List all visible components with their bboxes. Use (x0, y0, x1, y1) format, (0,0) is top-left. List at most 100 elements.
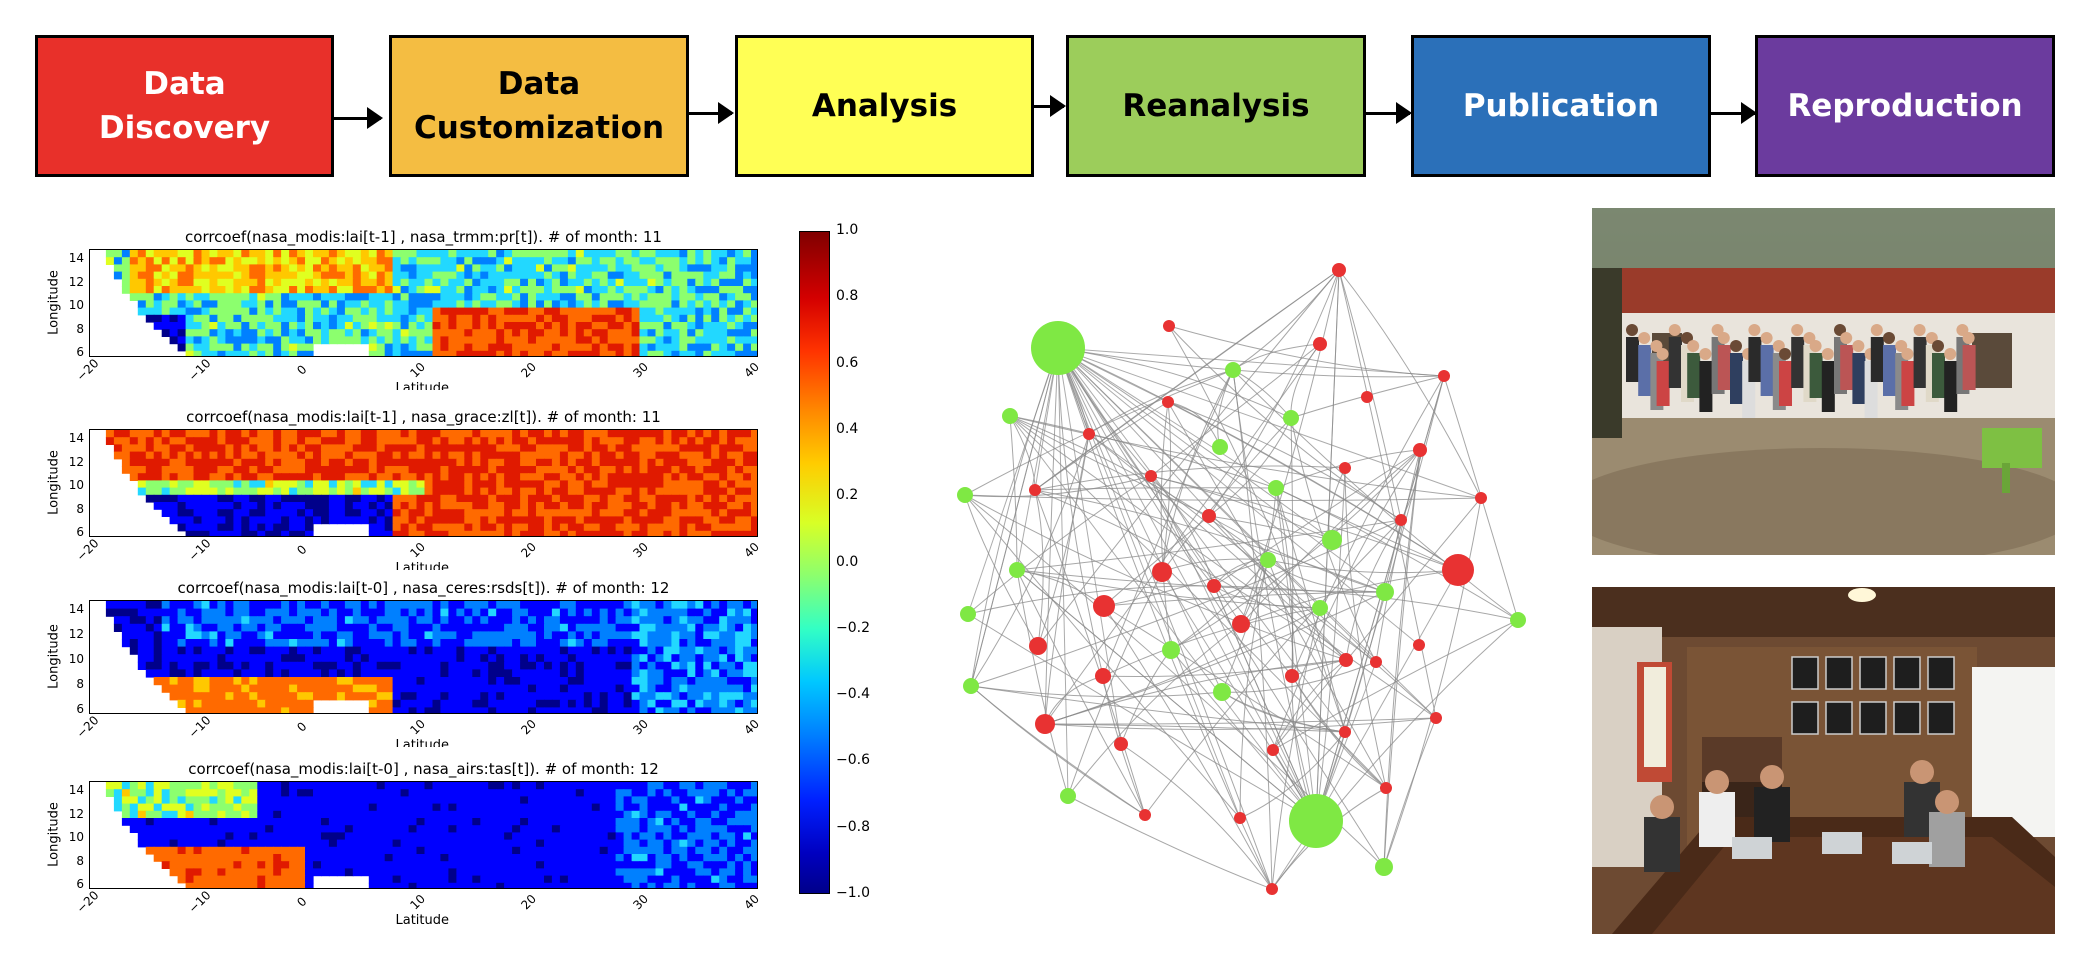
user-node (1313, 337, 1327, 351)
y-axis-label: Longitude (46, 450, 62, 515)
service-node (1213, 683, 1231, 701)
y-tick-label: 8 (76, 501, 84, 516)
x-tick-label: 40 (741, 359, 762, 381)
colorbar-tick-label: −0.6 (836, 752, 870, 769)
service-node (1510, 612, 1526, 628)
y-tick-label: 6 (76, 877, 84, 891)
x-tick-label: 0 (294, 542, 310, 558)
map-heatmap (89, 429, 758, 537)
user-node (1438, 370, 1450, 382)
user-node (1095, 668, 1111, 684)
arrow-icon (334, 107, 383, 129)
user-node (1413, 639, 1425, 651)
map-title: corrcoef(nasa_modis:lai[t-0] , nasa_airs… (188, 760, 659, 778)
x-tick-label: 0 (294, 362, 310, 378)
x-tick-label: −10 (185, 888, 214, 916)
user-node (1361, 391, 1373, 403)
user-node (1339, 726, 1351, 738)
meeting-room-photo (1592, 587, 2055, 934)
y-tick-label: 12 (68, 627, 84, 641)
y-tick-label: 10 (68, 652, 84, 666)
y-axis-label: Longitude (46, 624, 62, 689)
x-axis-label: Latitude (395, 913, 450, 928)
stage-label: Reproduction (1787, 88, 2023, 124)
map-heatmap (89, 781, 758, 889)
colorbar-tick-label: −0.4 (836, 686, 870, 703)
stage-analysis: Analysis (735, 35, 1034, 177)
x-tick-label: −10 (185, 536, 214, 564)
user-node (1093, 595, 1115, 617)
x-axis-label: Latitude (395, 381, 450, 390)
service-node (1312, 600, 1328, 616)
arrow-icon (1034, 95, 1066, 117)
map-heatmap (89, 600, 758, 714)
colorbar-tick-label: 0.0 (836, 553, 859, 570)
user-node (1413, 443, 1427, 457)
x-axis-label: Latitude (395, 738, 450, 747)
stage-publication: Publication (1411, 35, 1711, 177)
user-node (1285, 669, 1299, 683)
user-node (1370, 656, 1382, 668)
service-node (1376, 583, 1394, 601)
colorbar-tick-label: −0.2 (836, 619, 870, 636)
x-tick-label: 30 (629, 716, 651, 738)
x-tick-label: 0 (294, 894, 310, 910)
map-title: corrcoef(nasa_modis:lai[t-0] , nasa_cere… (177, 579, 670, 597)
y-tick-label: 12 (68, 274, 84, 289)
service-node (1009, 562, 1025, 578)
group-photo (1592, 208, 2055, 555)
x-tick-label: 30 (629, 539, 651, 561)
user-node (1267, 744, 1279, 756)
y-tick-label: 8 (76, 677, 84, 691)
y-tick-label: 10 (68, 830, 84, 844)
service-node (960, 606, 976, 622)
service-node (1322, 530, 1342, 550)
x-tick-label: 10 (406, 539, 428, 561)
colorbar-gradient (799, 231, 830, 894)
colorbar-tick-label: 1.0 (836, 222, 859, 238)
x-tick-label: 30 (629, 359, 651, 381)
service-node (1283, 410, 1299, 426)
user-node (1442, 554, 1474, 586)
service-node (1031, 321, 1085, 375)
x-tick-label: 40 (741, 891, 762, 913)
y-tick-label: 12 (68, 454, 84, 469)
arrow-icon (1366, 102, 1412, 124)
colorbar-tick-label: 0.2 (836, 487, 859, 504)
user-node (1152, 562, 1172, 582)
user-node (1332, 263, 1346, 277)
y-tick-label: 8 (76, 321, 84, 336)
x-tick-label: −10 (185, 356, 214, 384)
x-tick-label: 20 (518, 716, 539, 738)
y-tick-label: 14 (68, 783, 84, 797)
y-tick-label: 8 (76, 853, 84, 868)
y-tick-label: 14 (68, 431, 84, 445)
x-tick-label: 20 (518, 891, 539, 913)
stage-label: Publication (1462, 88, 1660, 124)
service-node (963, 678, 979, 694)
stage-label: Data Customization (413, 66, 665, 146)
map-heatmap (89, 249, 758, 357)
stage-label: Reanalysis (1122, 88, 1310, 124)
service-node (1060, 788, 1076, 804)
user-node (1207, 579, 1221, 593)
y-axis-label: Longitude (46, 802, 62, 867)
x-tick-label: 20 (518, 539, 539, 561)
x-tick-label: 10 (406, 891, 428, 913)
service-node (1225, 362, 1241, 378)
user-node (1475, 492, 1487, 504)
y-tick-label: 12 (68, 806, 84, 821)
x-tick-label: −20 (73, 536, 102, 564)
x-tick-label: 0 (294, 719, 310, 735)
x-tick-label: −20 (73, 713, 102, 741)
x-tick-label: 10 (406, 716, 428, 738)
x-tick-label: −20 (73, 356, 102, 384)
user-node (1145, 470, 1157, 482)
user-node (1029, 637, 1047, 655)
service-node (1002, 408, 1018, 424)
user-node (1234, 812, 1246, 824)
user-node (1139, 809, 1151, 821)
stage-reproduction: Reproduction (1755, 35, 2055, 177)
colorbar-tick-label: 0.4 (836, 420, 859, 437)
x-tick-label: 30 (629, 891, 651, 913)
